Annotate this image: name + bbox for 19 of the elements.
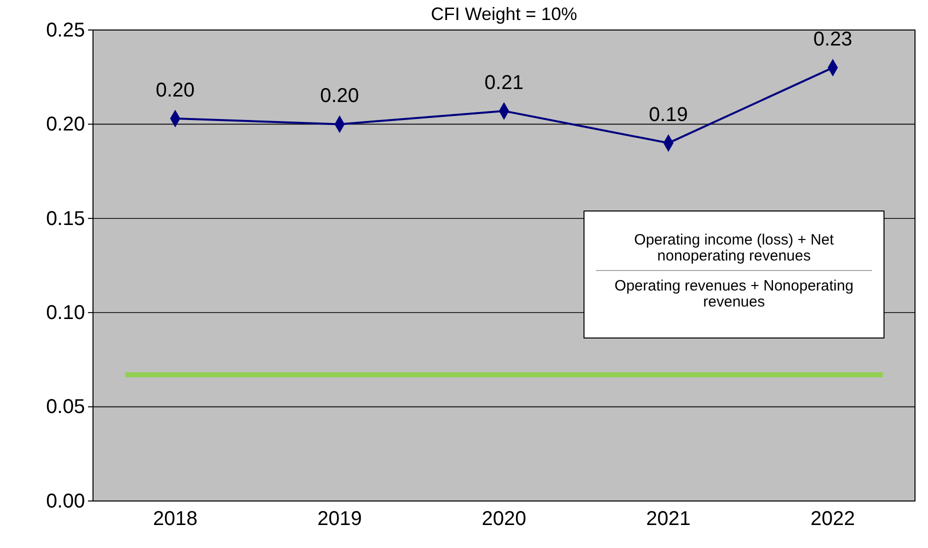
x-tick-label: 2019: [317, 508, 362, 530]
data-label: 0.20: [156, 80, 195, 102]
text: 0.25: [46, 19, 85, 42]
text: 0.15: [46, 208, 85, 230]
annotation: Operating revenues + Nonoperating revenues: [614, 278, 854, 310]
data-label: 0.19: [648, 104, 688, 126]
x-tick-label: 2022: [810, 508, 856, 530]
data-label: 0.20: [320, 85, 360, 108]
annotation: Operating income (loss) + Net nonoperating revenues: [634, 232, 835, 264]
text: 0.05: [46, 396, 85, 418]
x-tick-label: 2020: [482, 508, 526, 530]
text: 0.10: [46, 302, 85, 324]
text: 0.00: [46, 490, 85, 512]
text: 0.20: [46, 114, 85, 136]
chart-title: CFI Weight = 10%: [430, 4, 578, 24]
data-label: 0.21: [484, 72, 524, 94]
data-label: 0.23: [813, 28, 852, 51]
x-tick-label: 2021: [646, 508, 691, 530]
x-tick-label: 2018: [152, 508, 198, 530]
